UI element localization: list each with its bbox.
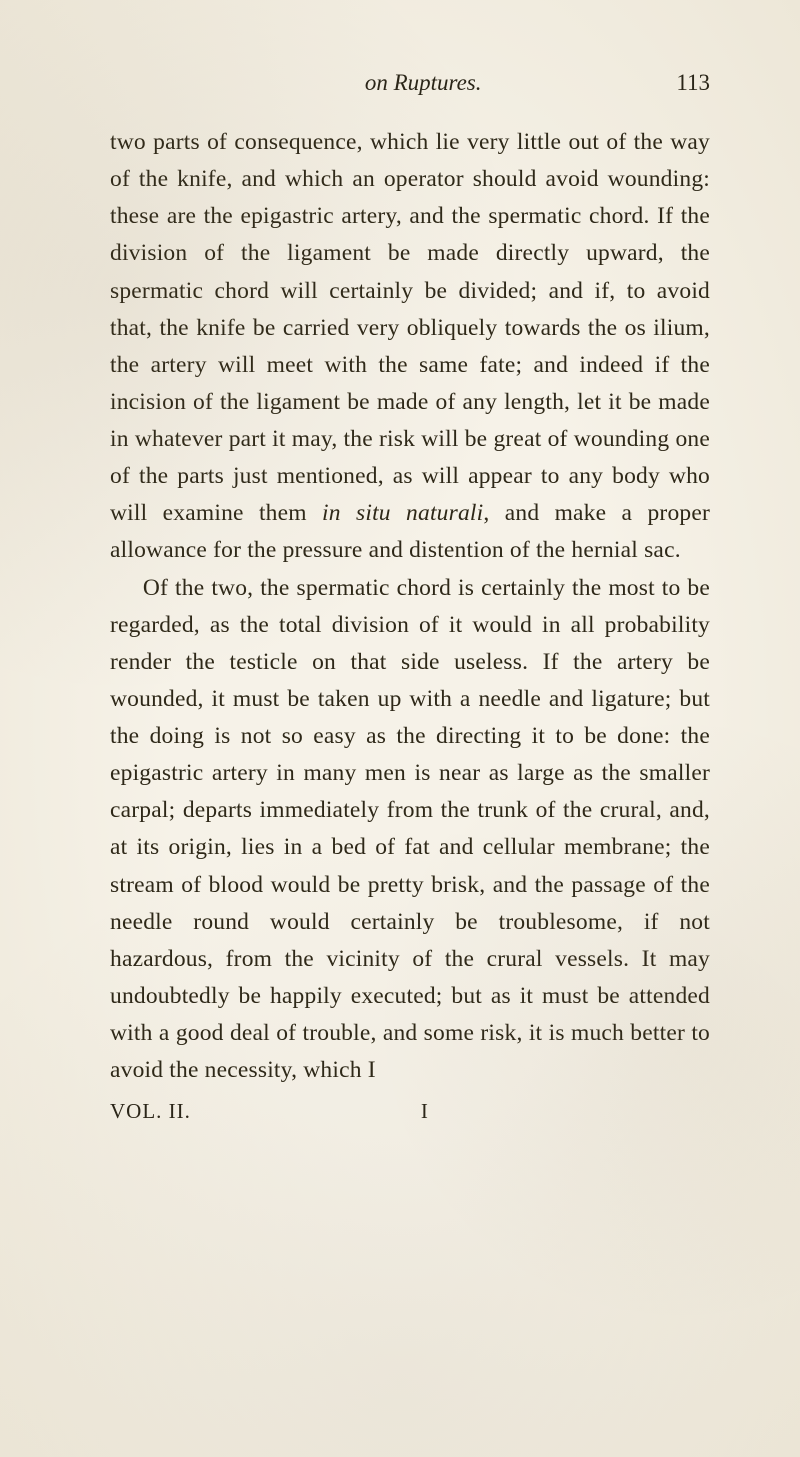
running-header: on Ruptures. 113 (110, 70, 710, 96)
volume-label: VOL. II. (110, 1099, 191, 1124)
body-text: two parts of consequence, which lie very… (110, 124, 710, 1089)
page-number: 113 (676, 70, 710, 96)
signature-mark: I (421, 1099, 428, 1124)
p1-italic: in situ naturali (322, 500, 483, 526)
footer: VOL. II. I (110, 1099, 710, 1124)
p1-part1: two parts of consequence, which lie very… (110, 129, 710, 526)
paragraph-1: two parts of consequence, which lie very… (110, 124, 710, 570)
paragraph-2: Of the two, the spermatic chord is certa… (110, 570, 710, 1090)
scanned-page: on Ruptures. 113 two parts of consequenc… (0, 0, 800, 1457)
running-title: on Ruptures. (110, 70, 676, 96)
